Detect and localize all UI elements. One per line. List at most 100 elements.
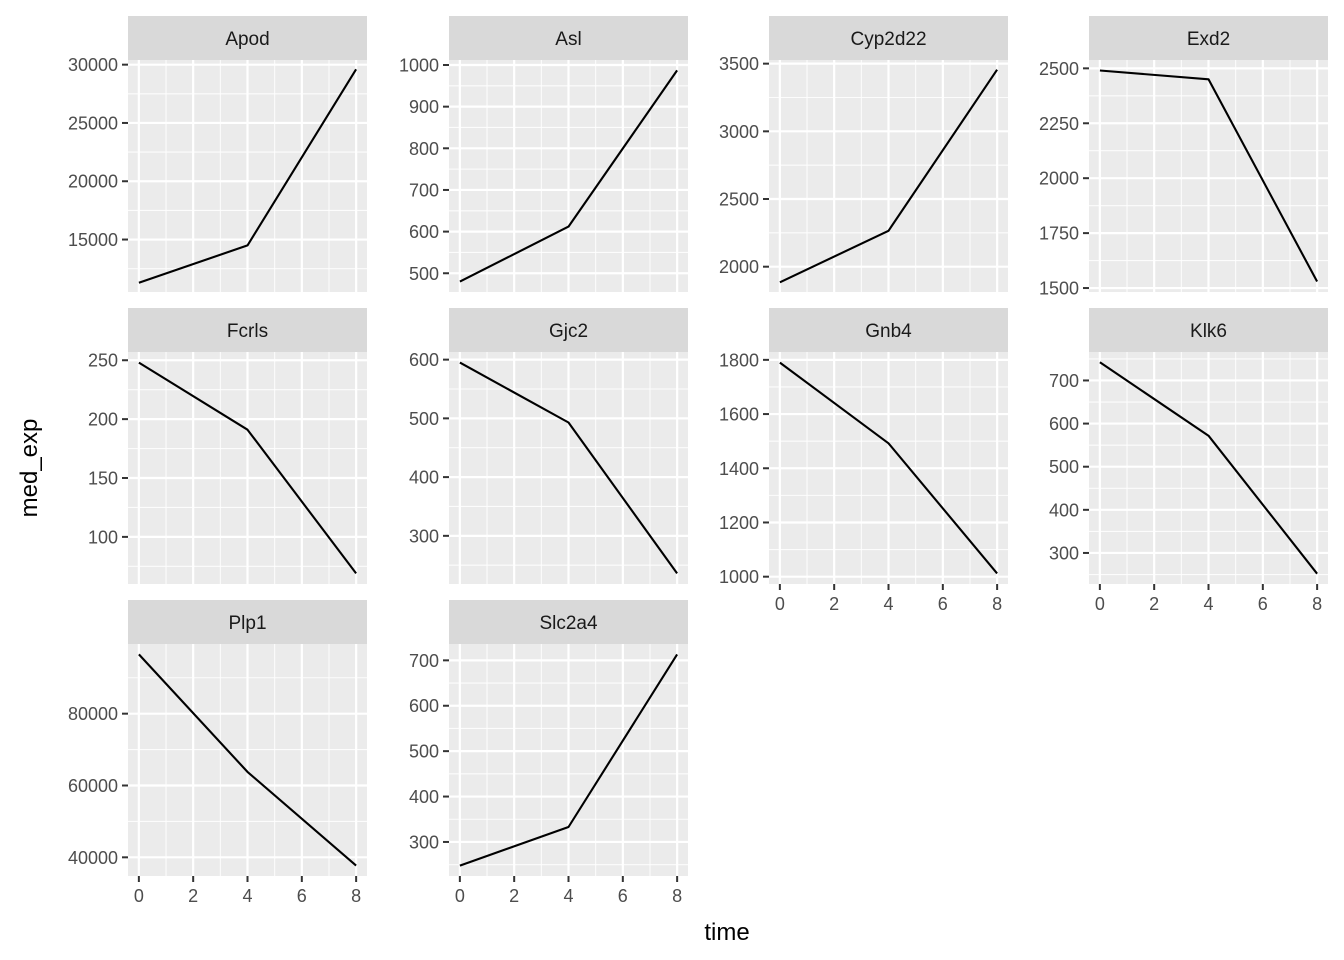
y-tick-label: 600 xyxy=(409,222,439,242)
facet-strip-plp1 xyxy=(128,600,367,644)
facet-strip-label: Asl xyxy=(555,29,581,50)
x-tick-label: 6 xyxy=(618,886,628,906)
x-tick-label: 8 xyxy=(672,886,682,906)
x-tick-label: 0 xyxy=(1095,594,1105,614)
facet-strip-label: Klk6 xyxy=(1190,321,1227,342)
facet-panel-slc2a4: Slc2a4 300 400 500 600 700 0 2 4 6 8 xyxy=(409,600,688,906)
x-tick-label: 4 xyxy=(883,594,893,614)
series-line-gjc2 xyxy=(459,361,678,575)
y-tick-label: 800 xyxy=(409,139,439,159)
y-tick-label: 1750 xyxy=(1039,224,1079,244)
x-tick-label: 4 xyxy=(563,886,573,906)
y-tick-label: 500 xyxy=(1049,457,1079,477)
facet-strip-slc2a4 xyxy=(449,600,688,644)
facet-strip-asl xyxy=(449,16,688,60)
y-tick-label: 600 xyxy=(1049,414,1079,434)
facet-strip-klk6 xyxy=(1089,308,1328,352)
y-tick-label: 15000 xyxy=(68,230,118,250)
y-tick-label: 150 xyxy=(88,469,118,489)
x-axis-title: time xyxy=(704,919,749,946)
facet-strip-gjc2 xyxy=(449,308,688,352)
y-tick-label: 80000 xyxy=(68,704,118,724)
y-tick-label: 2000 xyxy=(719,257,759,277)
facet-strip-label: Plp1 xyxy=(228,613,266,634)
y-tick-label: 400 xyxy=(409,468,439,488)
series-line-plp1 xyxy=(138,653,357,867)
y-tick-label: 60000 xyxy=(68,776,118,796)
y-tick-label: 700 xyxy=(1049,371,1079,391)
facet-strip-exd2 xyxy=(1089,16,1328,60)
y-tick-label: 1500 xyxy=(1039,279,1079,299)
x-tick-label: 0 xyxy=(775,594,785,614)
y-tick-label: 1200 xyxy=(719,513,759,533)
series-line-asl xyxy=(459,69,678,283)
y-tick-label: 400 xyxy=(1049,500,1079,520)
facet-strip-label: Gjc2 xyxy=(549,321,588,342)
facet-strip-label: Gnb4 xyxy=(865,321,912,342)
facet-strip-label: Slc2a4 xyxy=(539,613,598,634)
x-tick-label: 2 xyxy=(509,886,519,906)
y-tick-label: 500 xyxy=(409,264,439,284)
x-tick-label: 6 xyxy=(1258,594,1268,614)
y-tick-label: 300 xyxy=(409,526,439,546)
x-tick-label: 6 xyxy=(938,594,948,614)
x-tick-label: 2 xyxy=(188,886,198,906)
y-tick-label: 1000 xyxy=(719,567,759,587)
x-tick-label: 0 xyxy=(455,886,465,906)
y-tick-label: 250 xyxy=(88,351,118,371)
y-tick-label: 100 xyxy=(88,527,118,547)
facet-strip-label: Exd2 xyxy=(1187,29,1230,50)
x-tick-label: 2 xyxy=(829,594,839,614)
series-line-fcrls xyxy=(138,361,357,575)
facet-strip-apod xyxy=(128,16,367,60)
y-tick-label: 1600 xyxy=(719,405,759,425)
y-tick-label: 700 xyxy=(409,651,439,671)
y-tick-label: 3500 xyxy=(719,54,759,74)
facet-strip-label: Fcrls xyxy=(227,321,268,342)
y-tick-label: 1400 xyxy=(719,459,759,479)
facet-panel-gnb4: Gnb4 1000 1200 1400 1600 1800 0 2 4 6 8 xyxy=(719,308,1008,614)
x-tick-label: 4 xyxy=(1203,594,1213,614)
y-tick-label: 1000 xyxy=(399,55,439,75)
y-tick-label: 300 xyxy=(1049,543,1079,563)
y-tick-label: 40000 xyxy=(68,848,118,868)
y-tick-label: 2000 xyxy=(1039,169,1079,189)
y-tick-label: 25000 xyxy=(68,113,118,133)
facet-panel-gjc2: Gjc2 300 400 500 600 xyxy=(409,308,688,584)
facet-strip-fcrls xyxy=(128,308,367,352)
y-tick-label: 2250 xyxy=(1039,114,1079,134)
y-tick-label: 20000 xyxy=(68,172,118,192)
y-tick-label: 400 xyxy=(409,787,439,807)
series-line-apod xyxy=(138,68,357,284)
y-tick-label: 700 xyxy=(409,180,439,200)
series-line-klk6 xyxy=(1099,361,1318,575)
facet-panel-fcrls: Fcrls 100 150 200 250 xyxy=(88,308,367,584)
y-tick-label: 2500 xyxy=(1039,59,1079,79)
facet-panel-asl: Asl 500 600 700 800 900 1000 xyxy=(399,16,688,292)
facet-panels: Apod15000200002500030000Asl5006007008009… xyxy=(68,16,1328,906)
facet-strip-gnb4 xyxy=(769,308,1008,352)
y-axis-title: med_exp xyxy=(16,419,43,518)
y-tick-label: 900 xyxy=(409,97,439,117)
facet-strip-label: Cyp2d22 xyxy=(850,29,926,50)
x-tick-label: 2 xyxy=(1149,594,1159,614)
y-tick-label: 30000 xyxy=(68,55,118,75)
y-tick-label: 600 xyxy=(409,696,439,716)
facet-panel-exd2: Exd2 1500 1750 2000 2250 2500 xyxy=(1039,16,1328,299)
series-line-exd2 xyxy=(1099,69,1319,282)
x-tick-label: 0 xyxy=(134,886,144,906)
y-tick-label: 1800 xyxy=(719,350,759,370)
y-tick-label: 500 xyxy=(409,409,439,429)
y-tick-label: 200 xyxy=(88,410,118,430)
y-tick-label: 2500 xyxy=(719,190,759,210)
x-tick-label: 8 xyxy=(1312,594,1322,614)
x-tick-label: 8 xyxy=(351,886,361,906)
facet-panel-klk6: Klk6 300 400 500 600 700 0 2 4 6 8 xyxy=(1049,308,1328,614)
y-tick-label: 500 xyxy=(409,742,439,762)
y-tick-label: 600 xyxy=(409,350,439,370)
facet-strip-label: Apod xyxy=(225,29,269,50)
facet-panel-plp1: Plp1 40000 60000 80000 0 2 4 6 8 xyxy=(68,600,367,906)
series-line-gnb4 xyxy=(779,361,998,575)
series-line-cyp2d22 xyxy=(779,69,998,284)
